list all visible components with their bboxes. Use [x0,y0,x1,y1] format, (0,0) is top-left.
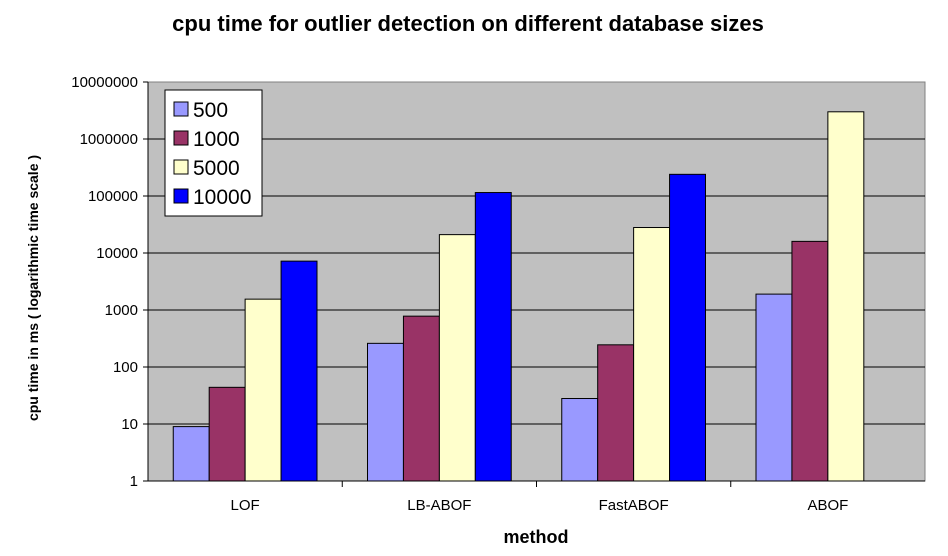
bar-10000-FastABOF [669,173,706,482]
bar-1000-FastABOF [597,344,635,482]
axes: 1 10 100 1000 10000 100000 1000000 10000000 LOF L… [71,74,925,514]
y-tick-label: 1 [130,473,138,490]
legend-swatch-5000 [173,159,189,175]
legend-label-500: 500 [193,99,228,122]
bar-500-LB-ABOF [367,342,404,482]
legend-label-1000: 1000 [193,128,240,151]
legend-swatch-1000 [173,130,189,146]
legend: 500 1000 5000 10000 [164,89,263,217]
bar-1000-LOF [208,386,246,482]
x-tick-label: LB-ABOF [407,497,471,514]
x-axis-title: method [504,527,569,547]
bar-500-ABOF [755,293,793,482]
bars [172,111,865,482]
x-tick-label: LOF [231,497,260,514]
y-tick-label: 1000000 [80,131,138,148]
bar-1000-LB-ABOF [402,315,440,482]
y-tick-label: 1000 [105,302,138,319]
y-tick-label: 10000000 [71,74,138,91]
bar-500-LOF [172,426,210,482]
bar-10000-LB-ABOF [474,192,512,482]
bar-5000-FastABOF [633,227,671,482]
bar-5000-LOF [244,298,282,482]
legend-label-10000: 10000 [193,186,251,209]
legend-swatch-500 [173,101,189,117]
legend-swatch-10000 [173,188,189,204]
y-axis-title: cpu time in ms ( logarithmic time scale … [25,155,41,421]
bar-10000-LOF [280,260,318,482]
y-tick-label: 10000 [96,245,138,262]
x-tick-label: FastABOF [599,497,669,514]
chart-title: cpu time for outlier detection on differ… [172,11,764,36]
y-tick-label: 100000 [88,188,138,205]
bar-5000-ABOF [827,111,865,482]
y-tick-label: 100 [113,359,138,376]
legend-label-5000: 5000 [193,157,240,180]
bar-1000-ABOF [791,240,829,482]
x-tick-label: ABOF [807,497,848,514]
bar-5000-LB-ABOF [438,234,476,482]
bar-500-FastABOF [561,398,599,482]
y-tick-label: 10 [121,416,138,433]
